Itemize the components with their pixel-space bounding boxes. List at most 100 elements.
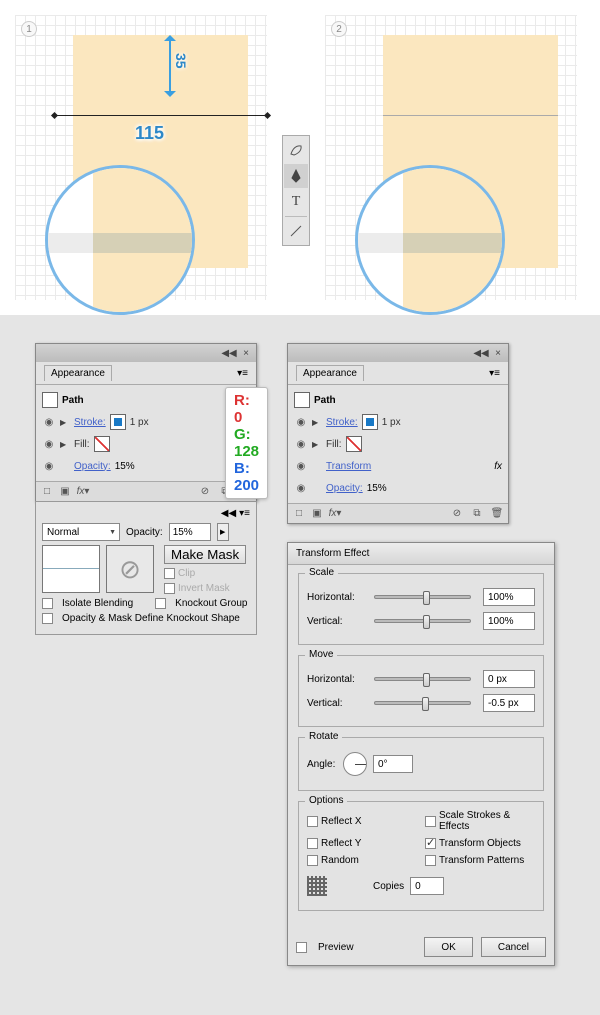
artboard-1[interactable]: 1 35 115 — [15, 15, 267, 300]
visibility-icon[interactable]: ◉ — [294, 439, 308, 450]
move-v-label: Vertical: — [307, 698, 362, 709]
tool-type[interactable]: T — [284, 190, 308, 214]
ok-button[interactable]: OK — [424, 937, 472, 957]
fx-menu-icon[interactable]: fx▾ — [328, 507, 342, 521]
cancel-button[interactable]: Cancel — [481, 937, 546, 957]
options-group-title: Options — [305, 795, 347, 806]
stroke-label[interactable]: Stroke: — [74, 417, 106, 428]
no-selection-icon[interactable]: □ — [40, 485, 54, 499]
visibility-icon[interactable]: ◉ — [294, 483, 308, 494]
visibility-icon[interactable]: ◉ — [294, 417, 308, 428]
stroke-weight[interactable]: 1 px — [382, 417, 401, 428]
close-icon[interactable]: × — [239, 347, 253, 359]
registration-point-icon[interactable] — [307, 876, 327, 896]
stroke-label[interactable]: Stroke: — [326, 417, 358, 428]
fill-swatch[interactable] — [94, 436, 110, 452]
duplicate-icon[interactable]: ⧉ — [470, 507, 484, 521]
isolate-blending-checkbox[interactable] — [42, 598, 53, 609]
layer-icon[interactable]: ▣ — [310, 507, 324, 521]
stroke-swatch[interactable] — [362, 414, 378, 430]
trash-icon[interactable]: 🗑 — [490, 507, 504, 521]
reflect-y-label: Reflect Y — [321, 838, 361, 849]
artboard-2[interactable]: 2 — [325, 15, 577, 300]
object-thumbnail[interactable] — [42, 545, 100, 593]
fx-badge[interactable]: fx — [494, 461, 502, 472]
collapse-icon[interactable]: ◀◀ — [221, 508, 236, 519]
panel-header[interactable]: ◀◀ × — [288, 344, 508, 362]
make-mask-button[interactable]: Make Mask — [164, 545, 246, 564]
move-h-input[interactable]: 0 px — [483, 670, 535, 688]
fx-menu-icon[interactable]: fx▾ — [76, 485, 90, 499]
preview-checkbox[interactable] — [296, 942, 307, 953]
collapse-icon[interactable]: ◀◀ — [474, 347, 488, 359]
scale-h-input[interactable]: 100% — [483, 588, 535, 606]
expand-icon[interactable]: ▶ — [60, 418, 70, 427]
item-type-label: Path — [62, 395, 84, 406]
opacity-label[interactable]: Opacity: — [74, 461, 111, 472]
invert-mask-label: Invert Mask — [178, 583, 230, 594]
selection-swatch[interactable] — [42, 392, 58, 408]
appearance-panel: ◀◀ × Appearance ▾≡ Path ◉ ▶ Stroke: 1 px — [35, 343, 257, 502]
tool-line[interactable] — [284, 219, 308, 243]
copies-input[interactable]: 0 — [410, 877, 444, 895]
angle-input[interactable]: 0° — [373, 755, 413, 773]
tool-palette: T — [282, 135, 310, 246]
scale-v-slider[interactable] — [374, 619, 471, 623]
dimension-line-horizontal — [55, 115, 267, 116]
tool-blob-brush[interactable] — [284, 138, 308, 162]
scale-v-input[interactable]: 100% — [483, 612, 535, 630]
define-knockout-checkbox[interactable] — [42, 613, 53, 624]
reflect-x-checkbox[interactable] — [307, 816, 318, 827]
fill-swatch[interactable] — [346, 436, 362, 452]
selection-swatch[interactable] — [294, 392, 310, 408]
panel-menu-icon[interactable]: ▾≡ — [489, 368, 500, 379]
appearance-tab[interactable]: Appearance — [44, 365, 112, 381]
reflect-y-checkbox[interactable] — [307, 838, 318, 849]
transform-effect-label[interactable]: Transform — [326, 461, 371, 472]
move-v-input[interactable]: -0.5 px — [483, 694, 535, 712]
move-v-slider[interactable] — [374, 701, 471, 705]
scale-h-slider[interactable] — [374, 595, 471, 599]
angle-dial[interactable] — [343, 752, 367, 776]
dialog-title[interactable]: Transform Effect — [288, 543, 554, 565]
clear-icon[interactable]: ⊘ — [198, 485, 212, 499]
visibility-icon[interactable]: ◉ — [42, 417, 56, 428]
options-group: Options Reflect X Scale Strokes & Effect… — [298, 801, 544, 911]
stroke-weight[interactable]: 1 px — [130, 417, 149, 428]
collapse-icon[interactable]: ◀◀ — [222, 347, 236, 359]
random-checkbox[interactable] — [307, 855, 318, 866]
panel-menu-icon[interactable]: ▾≡ — [239, 508, 250, 519]
transform-effect-dialog: Transform Effect Scale Horizontal: 100% … — [287, 542, 555, 966]
move-h-slider[interactable] — [374, 677, 471, 681]
transform-patterns-checkbox[interactable] — [425, 855, 436, 866]
opacity-label[interactable]: Opacity: — [326, 483, 363, 494]
close-icon[interactable]: × — [491, 347, 505, 359]
expand-icon[interactable]: ▶ — [312, 418, 322, 427]
artboard-badge: 1 — [21, 21, 37, 37]
opacity-value: 15% — [367, 483, 387, 494]
expand-icon[interactable]: ▶ — [312, 440, 322, 449]
preview-label: Preview — [318, 942, 354, 953]
panel-header[interactable]: ◀◀ × — [36, 344, 256, 362]
panel-menu-icon[interactable]: ▾≡ — [237, 368, 248, 379]
visibility-icon[interactable]: ◉ — [42, 439, 56, 450]
appearance-tab[interactable]: Appearance — [296, 365, 364, 381]
no-selection-icon[interactable]: □ — [292, 507, 306, 521]
expand-icon[interactable]: ▶ — [60, 440, 70, 449]
visibility-icon[interactable]: ◉ — [294, 461, 308, 472]
tool-separator — [285, 216, 307, 217]
knockout-group-checkbox[interactable] — [155, 598, 166, 609]
fill-label: Fill: — [326, 439, 342, 450]
clear-icon[interactable]: ⊘ — [450, 507, 464, 521]
mask-thumbnail[interactable]: ⊘ — [106, 545, 154, 593]
opacity-input[interactable]: 15% — [169, 523, 211, 541]
transform-objects-checkbox[interactable] — [425, 838, 436, 849]
visibility-icon[interactable]: ◉ — [42, 461, 56, 472]
stroke-swatch[interactable] — [110, 414, 126, 430]
scale-strokes-checkbox[interactable] — [425, 816, 436, 827]
opacity-dropdown-icon[interactable]: ▶ — [217, 523, 229, 541]
layer-icon[interactable]: ▣ — [58, 485, 72, 499]
rgb-tooltip: R: 0 G: 128 B: 200 — [225, 387, 268, 499]
tool-pen[interactable] — [284, 164, 308, 188]
blend-mode-select[interactable]: Normal — [42, 523, 120, 541]
